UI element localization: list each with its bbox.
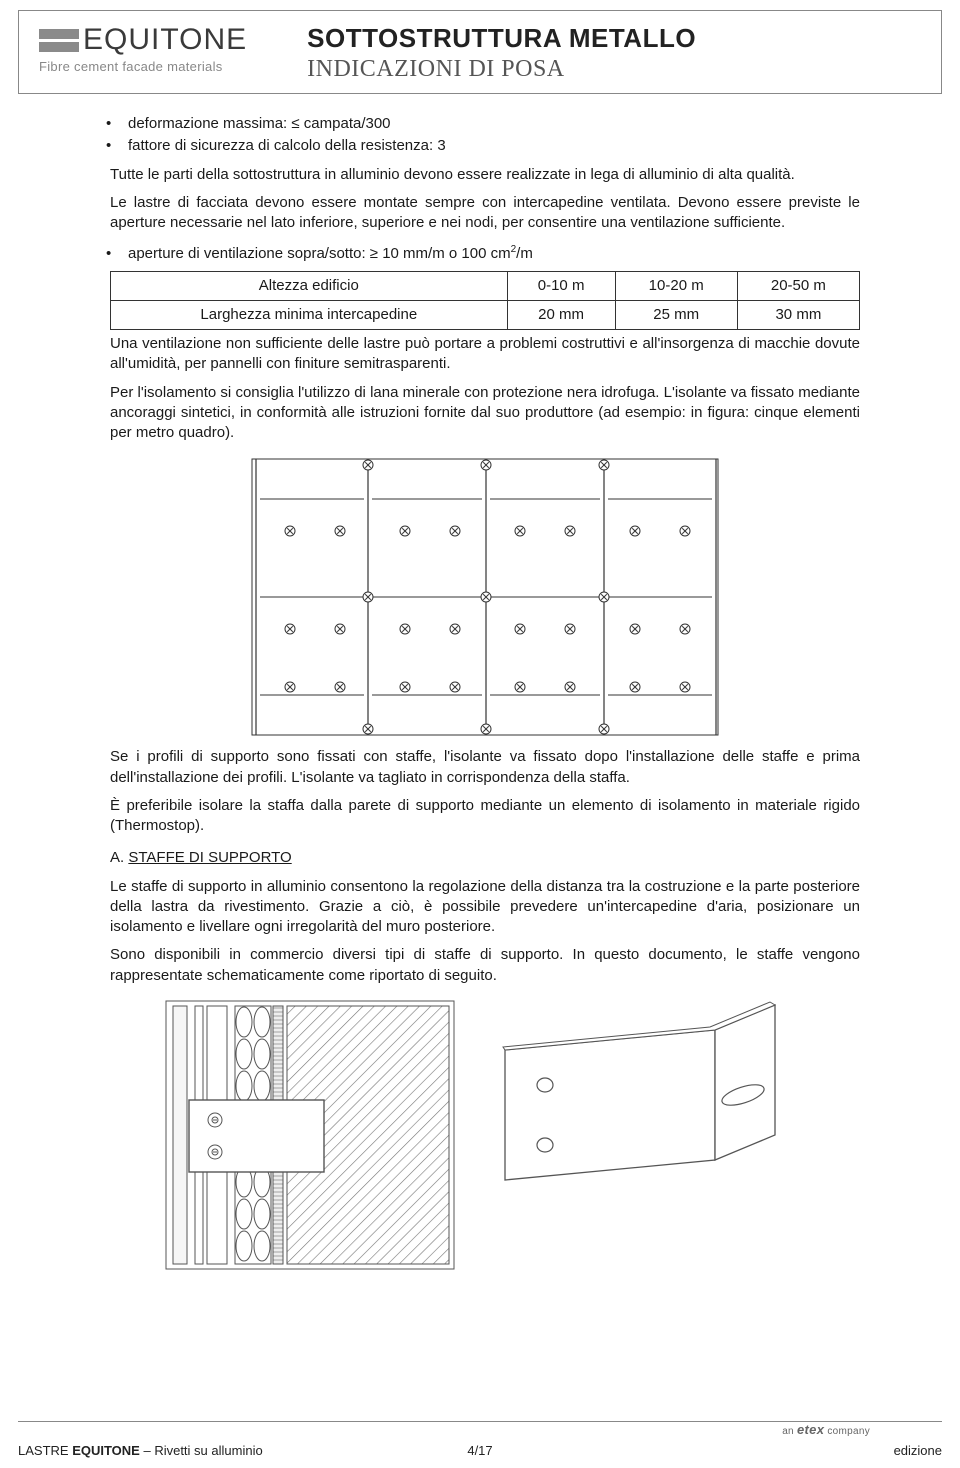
anchor-grid-svg <box>250 457 720 737</box>
header-titles: SOTTOSTRUTTURA METALLO INDICAZIONI DI PO… <box>307 23 921 83</box>
table-row: Altezza edificio 0-10 m 10-20 m 20-50 m <box>111 271 860 300</box>
section-prefix: A. <box>110 849 128 866</box>
section-title: STAFFE DI SUPPORTO <box>128 849 291 866</box>
etex-company-label: an etex company <box>782 1422 870 1437</box>
logo-name: EQUITONE <box>83 23 247 57</box>
table-cell: 0-10 m <box>507 271 615 300</box>
paragraph: Per l'isolamento si consiglia l'utilizzo… <box>110 383 860 444</box>
table-cell: Altezza edificio <box>111 271 508 300</box>
list-item: aperture di ventilazione sopra/sotto: ≥ … <box>128 243 860 264</box>
page-footer: LASTRE EQUITONE – Rivetti su alluminio 4… <box>18 1443 942 1458</box>
table-row: Larghezza minima intercapedine 20 mm 25 … <box>111 300 860 329</box>
anchor-grid-figure <box>110 457 860 737</box>
paragraph: Se i profili di supporto sono fissati co… <box>110 747 860 788</box>
bracket-3d-svg <box>485 1000 805 1190</box>
section-heading: A. STAFFE DI SUPPORTO <box>110 848 860 868</box>
paragraph: Le lastre di facciata devono essere mont… <box>110 193 860 234</box>
bullet-list-top: deformazione massima: ≤ campata/300 fatt… <box>110 114 860 157</box>
logo: EQUITONE Fibre cement facade materials <box>39 23 247 74</box>
paragraph: Sono disponibili in commercio diversi ti… <box>110 945 860 986</box>
page-header: EQUITONE Fibre cement facade materials S… <box>18 10 942 94</box>
table-cell: 30 mm <box>737 300 859 329</box>
table-cell: Larghezza minima intercapedine <box>111 300 508 329</box>
bracket-section-svg <box>165 1000 455 1270</box>
table-cell: 25 mm <box>615 300 737 329</box>
paragraph: Una ventilazione non sufficiente delle l… <box>110 334 860 375</box>
paragraph: Tutte le parti della sottostruttura in a… <box>110 165 860 185</box>
paragraph: Le staffe di supporto in alluminio conse… <box>110 877 860 938</box>
header-title: SOTTOSTRUTTURA METALLO <box>307 23 921 54</box>
logo-subtitle: Fibre cement facade materials <box>39 59 247 74</box>
list-item: fattore di sicurezza di calcolo della re… <box>128 136 860 156</box>
vent-text: aperture di ventilazione sopra/sotto: ≥ … <box>128 245 533 262</box>
header-subtitle: INDICAZIONI DI POSA <box>307 56 921 83</box>
list-item: deformazione massima: ≤ campata/300 <box>128 114 860 134</box>
etex-brand: etex <box>797 1422 824 1437</box>
etex-pre: an <box>782 1426 797 1437</box>
body-content: deformazione massima: ≤ campata/300 fatt… <box>0 94 960 1270</box>
logo-bars-icon <box>39 29 79 52</box>
footer-page-number: 4/17 <box>18 1443 942 1458</box>
etex-post: company <box>824 1426 870 1437</box>
table-cell: 20-50 m <box>737 271 859 300</box>
bracket-figures <box>110 1000 860 1270</box>
bullet-list-vent: aperture di ventilazione sopra/sotto: ≥ … <box>110 243 860 264</box>
ventilation-table: Altezza edificio 0-10 m 10-20 m 20-50 m … <box>110 271 860 331</box>
paragraph: È preferibile isolare la staffa dalla pa… <box>110 796 860 837</box>
table-cell: 10-20 m <box>615 271 737 300</box>
table-cell: 20 mm <box>507 300 615 329</box>
